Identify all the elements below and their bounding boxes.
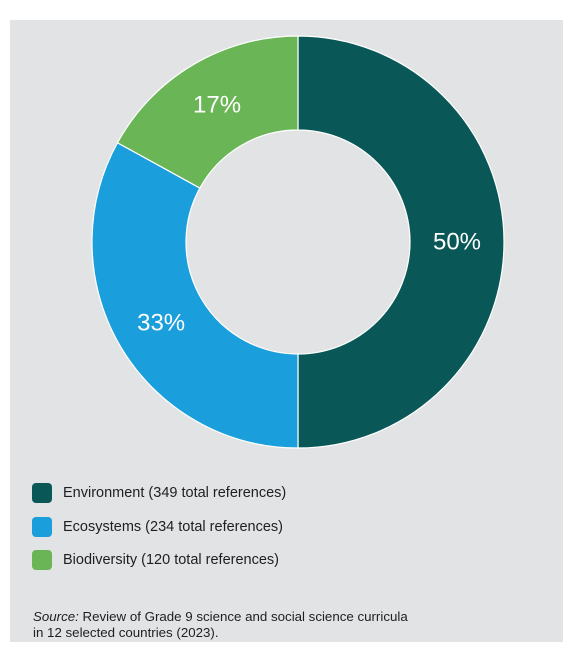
- legend-label-biodiversity: Biodiversity (120 total references): [63, 552, 279, 568]
- chart-panel: 50% 33% 17% Environment (349 total referen…: [10, 20, 563, 642]
- legend-item-ecosystems: Ecosystems (234 total references): [32, 516, 286, 538]
- legend-swatch-environment: [32, 483, 52, 503]
- legend-label-environment: Environment (349 total references): [63, 485, 287, 501]
- slice-environment: [297, 35, 505, 449]
- slice-label-biodiversity: 17%: [193, 92, 241, 119]
- source-text-line2: in 12 selected countries (2023).: [33, 625, 219, 640]
- slice-ecosystems: [91, 141, 299, 449]
- source-prefix: Source:: [33, 609, 79, 624]
- donut-chart: 50% 33% 17%: [91, 35, 505, 449]
- legend-swatch-ecosystems: [32, 516, 52, 537]
- source-text: Review of Grade 9 science and social sci…: [78, 609, 408, 624]
- legend-item-biodiversity: Biodiversity (120 total references): [32, 549, 286, 571]
- source-note: Source: Review of Grade 9 science and so…: [33, 609, 553, 641]
- slice-label-environment: 50%: [433, 229, 481, 256]
- legend-label-ecosystems: Ecosystems (234 total references): [63, 518, 284, 535]
- slice-biodiversity: [116, 35, 299, 189]
- slice-label-ecosystems: 33%: [137, 309, 185, 336]
- legend-swatch-biodiversity: [32, 550, 52, 570]
- legend: Environment (349 total references) Ecosy…: [32, 482, 286, 583]
- legend-item-environment: Environment (349 total references): [32, 482, 286, 504]
